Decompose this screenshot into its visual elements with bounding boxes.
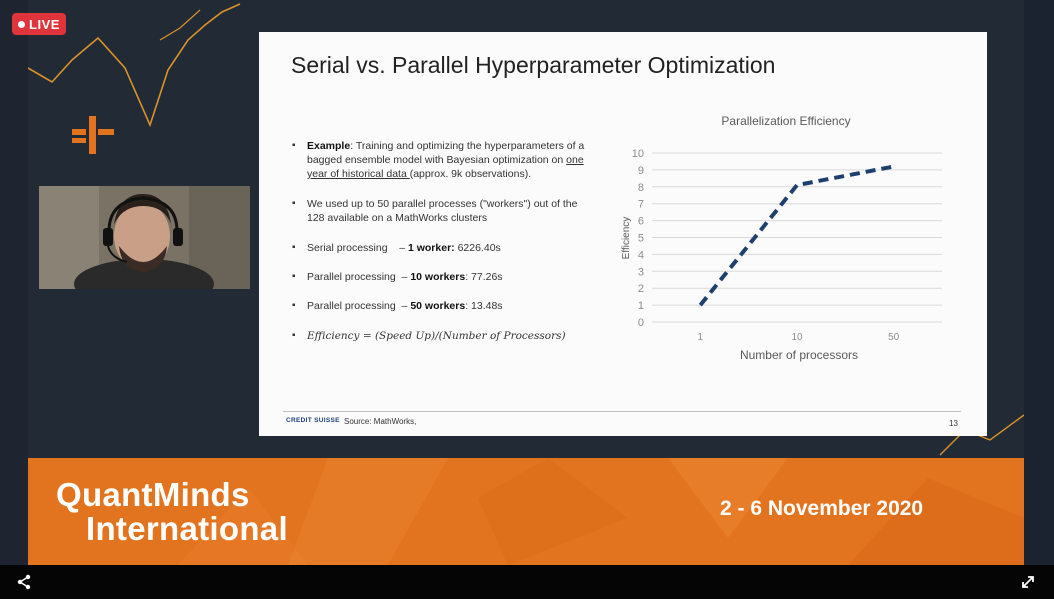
chart-y-label: Efficiency (621, 217, 632, 260)
bullet-icon: ▪ (292, 271, 296, 282)
example-tail: (approx. 9k observations). (409, 168, 532, 180)
parallel50-workers: 50 workers (410, 300, 466, 312)
share-icon[interactable] (14, 570, 34, 592)
bullet-icon: ▪ (292, 300, 296, 311)
fullscreen-icon[interactable] (1018, 570, 1038, 592)
efficiency-formula: Efficiency = (Speed Up)/(Number of Proce… (307, 330, 566, 342)
slide-footer-divider (283, 411, 961, 412)
speaker-avatar (39, 186, 250, 289)
y-tick-label: 1 (638, 300, 644, 312)
background-graph-decoration (27, 3, 1025, 456)
serial-value: 6226.40s (454, 242, 501, 254)
event-banner: QuantMinds International 2 - 6 November … (28, 458, 1024, 565)
event-date: 2 - 6 November 2020 (720, 497, 924, 520)
footer-source: Source: MathWorks, (344, 417, 417, 426)
parallel10-workers: 10 workers (410, 271, 466, 283)
y-tick-label: 5 (638, 233, 644, 245)
slide-page-number: 13 (949, 419, 958, 428)
efficiency-chart: 0 1 2 3 4 5 6 7 8 9 10 1 10 50 Parallelization Effic… (621, 114, 942, 362)
y-tick-label: 6 (638, 216, 644, 228)
banner-pattern (178, 458, 1024, 565)
parallel50-label: Parallel processing – (307, 300, 411, 312)
y-tick-label: 8 (638, 182, 644, 194)
bullet-icon: ▪ (292, 198, 296, 209)
efficiency-series-line (698, 164, 895, 307)
x-tick-label: 1 (698, 332, 704, 343)
chart-x-label: Number of processors (740, 348, 858, 362)
y-tick-label: 10 (632, 148, 644, 160)
presentation-slide: Serial vs. Parallel Hyperparameter Optim… (259, 32, 987, 436)
speaker-webcam (39, 186, 250, 289)
video-frame[interactable]: LIVE Serial vs. Para (0, 0, 1054, 565)
event-name-line1: QuantMinds (56, 476, 250, 513)
bullet-icon: ▪ (292, 242, 296, 253)
parallel10-label: Parallel processing – (307, 271, 411, 283)
y-tick-label: 4 (638, 249, 644, 261)
example-text: : Training and optimizing the hyperparam… (307, 140, 585, 166)
chart-x-ticks: 1 10 50 (698, 332, 900, 343)
parallel50-value: : 13.48s (465, 300, 503, 312)
bullet-icon: ▪ (292, 140, 296, 151)
chart-series (698, 164, 895, 307)
live-badge: LIVE (12, 13, 66, 35)
live-dot-icon (18, 20, 26, 28)
y-tick-label: 3 (638, 266, 644, 278)
x-tick-label: 50 (888, 332, 900, 343)
y-tick-label: 7 (638, 199, 644, 211)
event-name-line2: International (86, 510, 288, 547)
live-label: LIVE (29, 16, 60, 32)
y-tick-label: 9 (638, 165, 644, 177)
example-link-text: one year of historical data (307, 154, 584, 180)
bullet-icon: ▪ (292, 330, 296, 341)
player-controls-bar (0, 565, 1054, 599)
chart-title: Parallelization Efficiency (721, 114, 850, 128)
serial-label: Serial processing – (307, 242, 408, 254)
chart-grid (652, 152, 942, 323)
x-tick-label: 10 (791, 332, 803, 343)
y-tick-label: 0 (638, 317, 644, 329)
chart-y-ticks: 0 1 2 3 4 5 6 7 8 9 10 (632, 148, 644, 329)
parallel10-value: : 77.26s (465, 271, 503, 283)
example-label: Example (307, 140, 351, 152)
workers-text: We used up to 50 parallel processes ("wo… (307, 198, 578, 224)
serial-workers: 1 worker: (407, 242, 455, 254)
y-tick-label: 2 (638, 283, 644, 295)
slide-title: Serial vs. Parallel Hyperparameter Optim… (291, 52, 776, 78)
credit-suisse-logo: CREDIT SUISSE (286, 417, 340, 424)
plus-logo-icon (72, 116, 114, 154)
